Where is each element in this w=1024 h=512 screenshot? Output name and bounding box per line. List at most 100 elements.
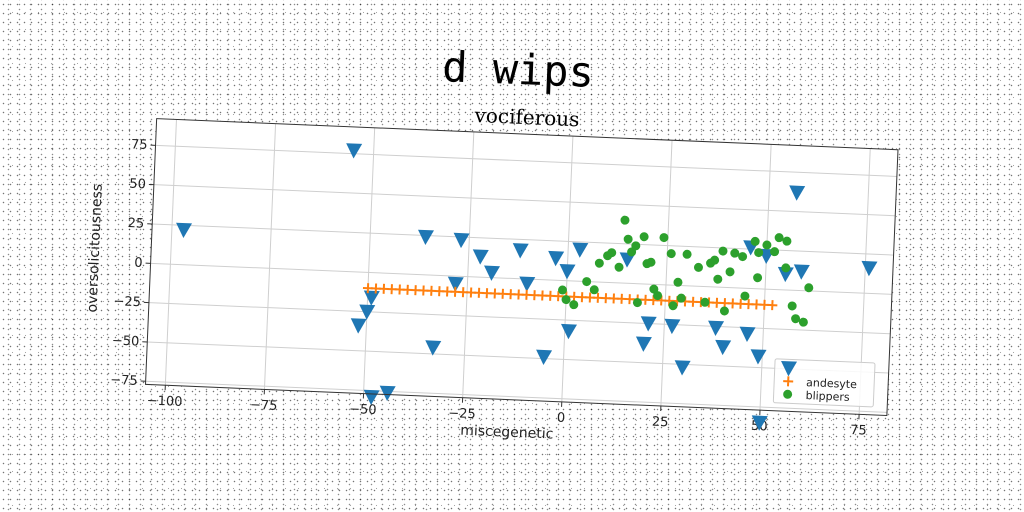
grid-line-x [164, 119, 177, 386]
plot-area [145, 118, 898, 416]
circle-point [750, 236, 760, 246]
triangle-point [674, 360, 691, 376]
triangle-point [512, 243, 529, 259]
x-tick-label: 75 [850, 423, 867, 439]
y-tick-label: 0 [134, 256, 143, 271]
triangle-point [359, 304, 376, 320]
triangle-point [640, 316, 657, 332]
triangle-point [861, 260, 878, 277]
y-tick-label: −50 [112, 333, 140, 349]
circle-point [639, 232, 649, 242]
circle-point [557, 285, 567, 295]
plot-frame [144, 118, 899, 416]
legend-box [772, 358, 876, 408]
circle-point [676, 293, 686, 303]
grid-line-y [148, 302, 891, 335]
circle-point [666, 249, 676, 259]
legend-marker [781, 360, 798, 377]
triangle-point [572, 242, 589, 258]
circle-point [607, 248, 617, 258]
circle-point [753, 273, 763, 283]
grid-line-y [153, 184, 896, 217]
grid-line-y [155, 144, 897, 177]
plus-point [767, 300, 778, 311]
triangle-point [346, 143, 363, 159]
circle-point [774, 233, 784, 243]
circle-point [770, 247, 780, 257]
triangle-point [453, 232, 470, 249]
y-tick-label: 50 [129, 177, 146, 193]
chart-subtitle: vociferous [473, 103, 580, 131]
y-tick-label: −75 [110, 373, 138, 389]
circle-point [798, 317, 808, 327]
x-tick-label: −100 [146, 393, 182, 409]
triangle-point [635, 336, 652, 352]
circle-point [632, 298, 642, 308]
data-marks [176, 143, 878, 431]
circle-point [668, 301, 678, 311]
grid-line-x [759, 144, 772, 411]
triangle-point [363, 290, 380, 306]
triangle-point [176, 222, 193, 239]
triangle-point [379, 385, 396, 401]
circle-point [653, 291, 663, 301]
triangle-point [418, 229, 434, 246]
series-blippers [557, 215, 814, 327]
legend-marker [783, 389, 793, 399]
grid-line-x [462, 131, 475, 398]
triangle-point [715, 339, 732, 356]
circle-point [781, 263, 791, 273]
circle-point [738, 252, 748, 262]
legend-label: blippers [805, 389, 850, 404]
circle-point [659, 233, 669, 243]
circle-point [561, 295, 571, 305]
triangle-point [425, 340, 442, 356]
circle-point [582, 277, 592, 287]
triangle-point [484, 265, 501, 281]
grid-line-x [263, 123, 277, 390]
grid-line-y [145, 380, 888, 413]
y-tick-label: 75 [131, 137, 148, 153]
y-tick-label: −25 [113, 294, 141, 310]
triangle-point [751, 415, 768, 431]
x-tick-label: −50 [349, 402, 377, 418]
triangle-point [777, 266, 794, 283]
grid-line-x [660, 140, 673, 407]
triangle-point [664, 318, 681, 335]
triangle-point [561, 323, 577, 340]
triangle-point [472, 249, 489, 265]
circle-point [673, 277, 683, 287]
circle-point [631, 241, 641, 251]
circle-point [623, 234, 633, 244]
grid [145, 119, 897, 415]
triangle-point [536, 349, 553, 365]
x-tick-label: 25 [652, 415, 669, 431]
triangle-point [548, 250, 565, 267]
circle-point [804, 283, 814, 293]
circle-point [787, 301, 797, 311]
circle-point [719, 306, 729, 316]
legend-label: andesyte [806, 376, 858, 391]
circle-point [589, 285, 599, 295]
circle-point [762, 240, 772, 250]
x-tick-label: 0 [557, 411, 566, 426]
circle-point [730, 248, 740, 258]
circle-point [594, 258, 604, 268]
triangle-point [708, 320, 725, 336]
circle-point [782, 236, 792, 246]
chart-title: d wips [441, 42, 594, 97]
circle-point [620, 215, 630, 225]
circle-point [700, 297, 710, 307]
plot-group: vociferous −100 −75 −50 −25 0 25 50 75 −75 −50 −2… [84, 103, 899, 443]
circle-point [569, 300, 579, 310]
triangle-point [519, 276, 536, 292]
circle-point [646, 257, 656, 267]
legend-marker [783, 376, 794, 387]
series-unnamed [176, 143, 878, 431]
circle-point [713, 274, 723, 284]
circle-point [614, 262, 624, 272]
y-axis-label: oversolicitousness [84, 184, 105, 313]
grid-line-x [363, 127, 376, 394]
